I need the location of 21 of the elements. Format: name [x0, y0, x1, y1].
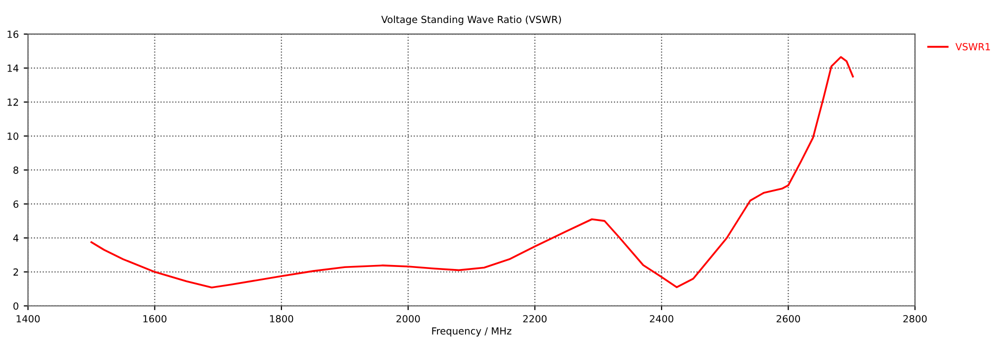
y-tick-label: 10: [8, 132, 18, 140]
y-tick-label: 14: [8, 64, 18, 72]
x-tick-label: 1800: [270, 315, 294, 322]
y-tick-label: 4: [13, 234, 18, 242]
y-tick-label: 2: [14, 268, 18, 276]
y-tick-label: 12: [8, 98, 18, 106]
x-tick-label: 2400: [650, 315, 674, 322]
y-tick-label: 8: [13, 166, 18, 174]
chart-title: Voltage Standing Wave Ratio (VSWR): [381, 16, 561, 26]
x-tick-label: 2800: [903, 315, 927, 322]
y-tick-label: 0: [13, 302, 18, 310]
line-series: [90, 56, 854, 288]
x-tick-label: 2600: [776, 315, 800, 322]
x-tick-label: 1400: [16, 315, 40, 322]
y-tick-label: 16: [8, 30, 18, 38]
x-tick-label: 2000: [396, 315, 420, 322]
y-tick-label: 6: [13, 200, 18, 208]
legend-label: VSWR1: [955, 43, 990, 50]
x-tick-label: 1600: [143, 315, 166, 322]
x-axis-title: Frequency / MHz: [432, 327, 512, 336]
x-tick-label: 2200: [523, 315, 547, 322]
